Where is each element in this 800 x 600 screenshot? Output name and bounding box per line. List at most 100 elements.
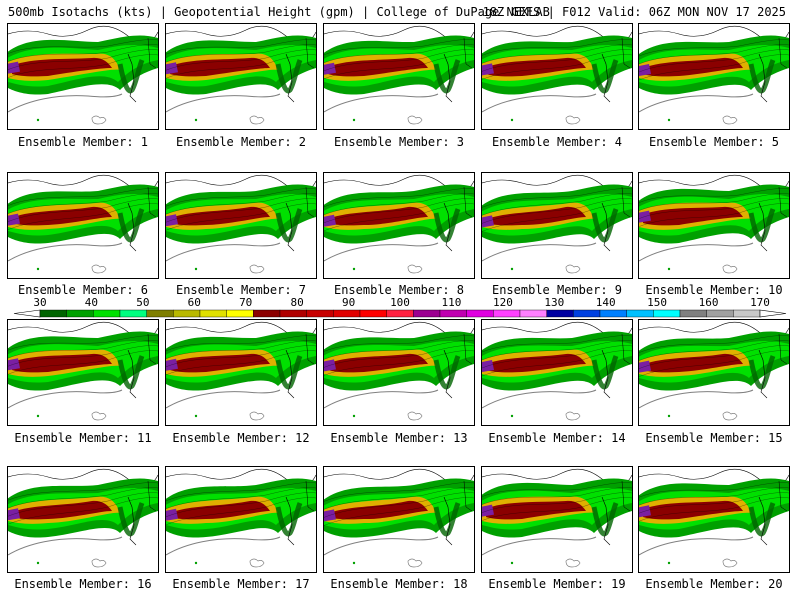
color-bar-tick-label: 130 xyxy=(544,296,564,309)
color-bar-graphic: 30 40 50 60 70 80 90 100 110 120 130 140 150 160 170 xyxy=(13,296,787,318)
color-bar-segment xyxy=(333,309,361,318)
ensemble-member-label: Ensemble Member: 7 xyxy=(175,283,307,297)
ensemble-member-map xyxy=(481,319,633,426)
color-bar-segment xyxy=(306,309,334,318)
ensemble-member-map xyxy=(7,172,159,279)
color-bar-tick-label: 50 xyxy=(136,296,149,309)
color-bar-tick-label: 150 xyxy=(647,296,667,309)
ensemble-member-label: Ensemble Member: 3 xyxy=(333,135,465,149)
ensemble-member-label: Ensemble Member: 8 xyxy=(333,283,465,297)
isotach-map-graphic xyxy=(8,468,158,568)
color-bar-segment xyxy=(573,309,601,318)
isotach-map-graphic xyxy=(639,468,789,568)
color-bar-segment xyxy=(93,309,121,318)
color-bar-tick-label: 30 xyxy=(33,296,46,309)
isotach-color-bar: 30 40 50 60 70 80 90 100 110 120 130 140 150 160 170 xyxy=(0,296,800,320)
color-bar-segment xyxy=(626,309,654,318)
isotach-map-graphic xyxy=(8,25,158,125)
color-bar-segment xyxy=(146,309,174,318)
color-bar-segment xyxy=(119,309,147,318)
isotach-map-graphic xyxy=(166,25,316,125)
color-bar-tick-label: 170 xyxy=(750,296,770,309)
ensemble-member-map xyxy=(323,172,475,279)
isotach-map-graphic xyxy=(324,468,474,568)
ensemble-member-label: Ensemble Member: 16 xyxy=(14,577,152,591)
ensemble-member-map xyxy=(481,466,633,573)
ensemble-member-label: Ensemble Member: 17 xyxy=(172,577,310,591)
ensemble-member-map xyxy=(165,319,317,426)
header-valid-time: 18Z GEFS | F012 Valid: 06Z MON NOV 17 20… xyxy=(482,5,786,19)
color-bar-segment xyxy=(359,309,387,318)
ensemble-member-label: Ensemble Member: 9 xyxy=(491,283,623,297)
ensemble-member-map xyxy=(638,23,790,130)
color-bar-segment xyxy=(39,309,67,318)
isotach-map-graphic xyxy=(482,174,632,274)
header: 500mb Isotachs (kts) | Geopotential Heig… xyxy=(0,0,800,22)
ensemble-member-label: Ensemble Member: 4 xyxy=(491,135,623,149)
color-bar-segment xyxy=(439,309,467,318)
color-bar-segment xyxy=(279,309,307,318)
color-bar-segment xyxy=(253,309,281,318)
ensemble-member-label: Ensemble Member: 11 xyxy=(14,431,152,445)
isotach-map-graphic xyxy=(324,174,474,274)
isotach-map-graphic xyxy=(482,321,632,421)
ensemble-member-map xyxy=(323,23,475,130)
color-bar-segment xyxy=(599,309,627,318)
ensemble-member-label: Ensemble Member: 12 xyxy=(172,431,310,445)
isotach-map-graphic xyxy=(482,468,632,568)
isotach-map-graphic xyxy=(166,174,316,274)
color-bar-segment xyxy=(386,309,414,318)
color-bar-segment xyxy=(519,309,547,318)
color-bar-segment xyxy=(226,309,254,318)
ensemble-member-map xyxy=(165,466,317,573)
ensemble-member-map xyxy=(7,466,159,573)
ensemble-member-label: Ensemble Member: 13 xyxy=(330,431,468,445)
ensemble-member-map xyxy=(638,172,790,279)
color-bar-tick-label: 60 xyxy=(188,296,201,309)
color-bar-right-arrow xyxy=(759,309,787,318)
ensemble-member-label: Ensemble Member: 20 xyxy=(645,577,783,591)
ensemble-member-label: Ensemble Member: 1 xyxy=(17,135,149,149)
color-bar-tick-label: 160 xyxy=(699,296,719,309)
color-bar-tick-label: 40 xyxy=(85,296,98,309)
isotach-map-graphic xyxy=(639,174,789,274)
color-bar-segment xyxy=(466,309,494,318)
ensemble-member-label: Ensemble Member: 2 xyxy=(175,135,307,149)
color-bar-tick-label: 120 xyxy=(493,296,513,309)
isotach-map-graphic xyxy=(324,321,474,421)
isotach-map-graphic xyxy=(8,174,158,274)
ensemble-member-map xyxy=(323,466,475,573)
isotach-map-graphic xyxy=(482,25,632,125)
isotach-map-graphic xyxy=(324,25,474,125)
ensemble-member-label: Ensemble Member: 6 xyxy=(17,283,149,297)
color-bar-tick-label: 70 xyxy=(239,296,252,309)
isotach-map-graphic xyxy=(8,321,158,421)
color-bar-segment xyxy=(66,309,94,318)
color-bar-segment xyxy=(679,309,707,318)
ensemble-member-map xyxy=(638,466,790,573)
ensemble-member-map xyxy=(481,23,633,130)
color-bar-segment xyxy=(173,309,201,318)
ensemble-member-map xyxy=(481,172,633,279)
color-bar-segment xyxy=(546,309,574,318)
isotach-map-graphic xyxy=(639,321,789,421)
isotach-map-graphic xyxy=(166,468,316,568)
isotach-map-graphic xyxy=(639,25,789,125)
ensemble-member-label: Ensemble Member: 14 xyxy=(488,431,626,445)
color-bar-segment xyxy=(493,309,521,318)
ensemble-member-map xyxy=(165,172,317,279)
color-bar-left-arrow xyxy=(13,309,41,318)
ensemble-member-map xyxy=(323,319,475,426)
ensemble-member-label: Ensemble Member: 10 xyxy=(645,283,783,297)
color-bar-tick-label: 140 xyxy=(596,296,616,309)
header-title: 500mb Isotachs (kts) | Geopotential Heig… xyxy=(8,5,550,19)
ensemble-member-label: Ensemble Member: 19 xyxy=(488,577,626,591)
ensemble-member-map xyxy=(638,319,790,426)
ensemble-member-label: Ensemble Member: 18 xyxy=(330,577,468,591)
ensemble-member-map xyxy=(7,319,159,426)
color-bar-segment xyxy=(199,309,227,318)
ensemble-member-map xyxy=(7,23,159,130)
color-bar-segment xyxy=(413,309,441,318)
color-bar-tick-label: 100 xyxy=(390,296,410,309)
